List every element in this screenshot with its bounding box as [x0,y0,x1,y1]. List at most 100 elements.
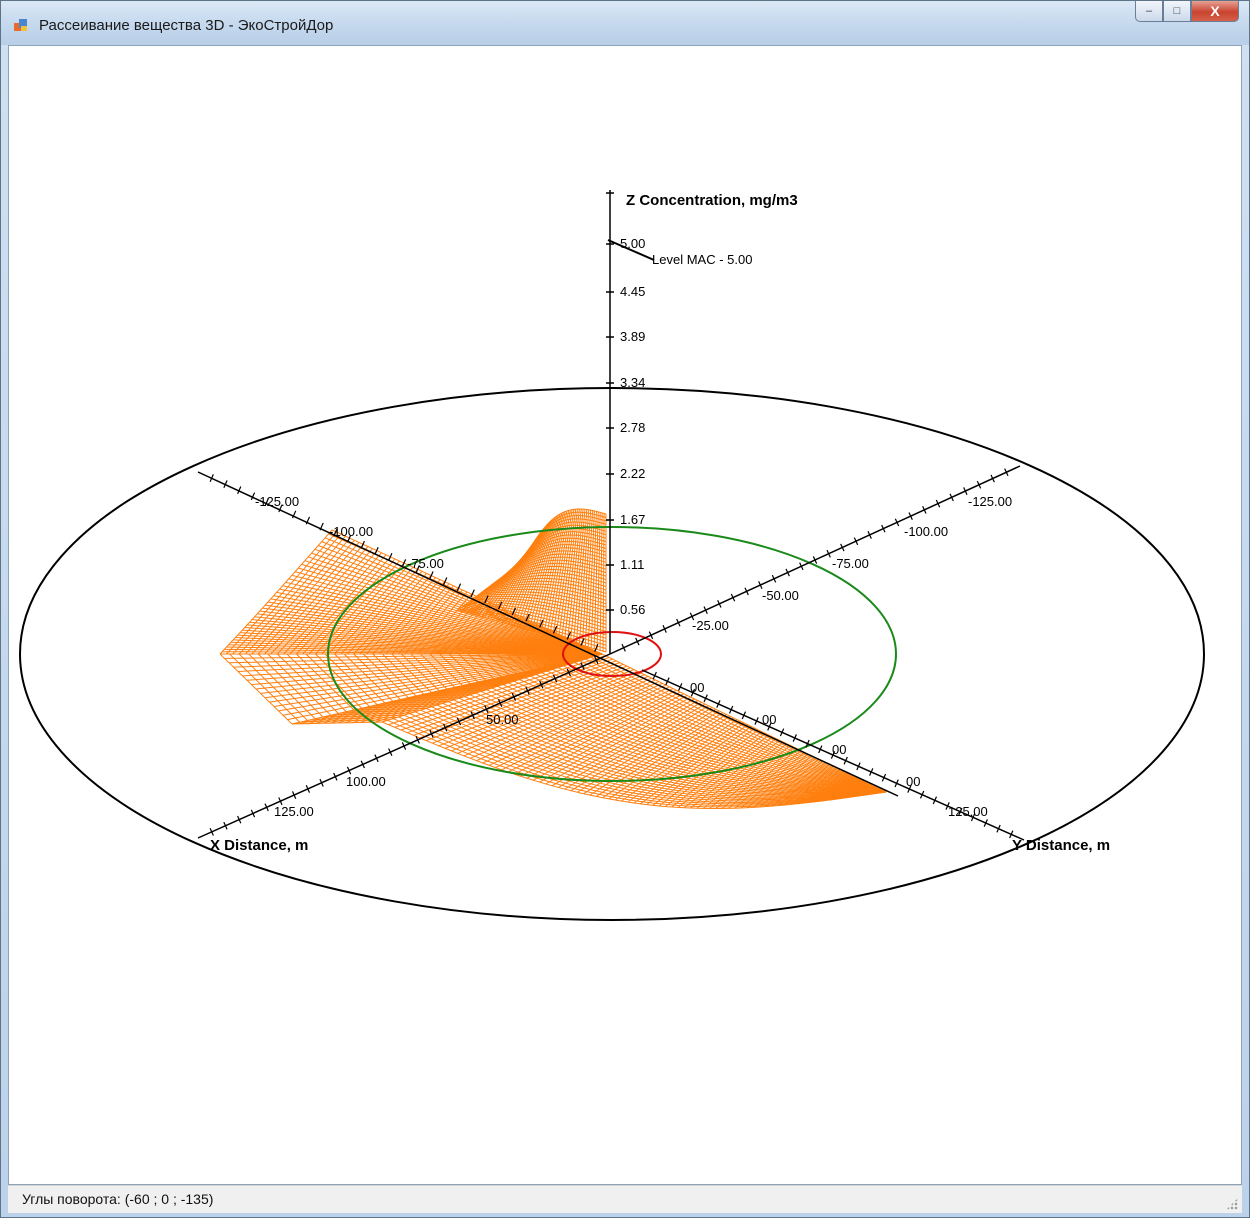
status-bar: Углы поворота: (-60 ; 0 ; -135) [8,1185,1242,1213]
x-tick-label: -75.00 [407,556,444,571]
surface-gridline [791,765,834,805]
surface-gridline [224,653,603,659]
surface-gridline [525,515,558,630]
axis-tick-mark [539,619,544,628]
axis-tick-mark [223,480,228,489]
axis-tick-mark [237,486,242,495]
surface-gridline [255,653,603,690]
y-tick-label: -25.00 [692,618,729,633]
axis-tick-mark [497,699,503,707]
surface-gridline [476,679,656,762]
surface-gridline [520,691,681,777]
surface-gridline [237,634,603,655]
surface-gridline [593,511,599,649]
surface-gridline [646,726,752,806]
axis-tick-mark [1009,830,1014,839]
surface-gridline [684,736,773,809]
surface-gridline [578,509,590,645]
axis-tick-mark [678,683,683,691]
axis-tick-mark [552,674,558,683]
surface-gridline [444,670,638,749]
axis-tick-mark [869,768,874,776]
surface-gridline [570,705,709,792]
surface-gridline [501,686,670,771]
axis-tick-mark [594,656,599,665]
surface-gridline [269,653,603,703]
surface-gridline [828,776,855,801]
minimize-button[interactable]: – [1135,1,1163,22]
surface-gridline [457,674,645,754]
axis-tick-mark [754,717,759,725]
surface-gridline [551,700,699,787]
surface-gridline [247,624,603,655]
close-button[interactable]: X [1191,1,1239,22]
mac-level-line [607,239,655,261]
axis-tick-mark [525,613,530,622]
maximize-button[interactable]: □ [1163,1,1191,22]
axis-tick-mark [648,631,654,640]
z-tick-label: 3.89 [620,329,645,344]
axis-tick-mark [305,516,311,525]
plot-area[interactable]: Z Concentration, mg/m3 Level MAC - 5.00 … [8,45,1242,1185]
surface-gridline [540,511,566,634]
surface-gridline [534,512,563,632]
plot-3d-chart[interactable]: Z Concentration, mg/m3 Level MAC - 5.00 … [9,46,1241,1184]
surface-gridline [564,703,706,790]
axis-tick-mark [566,631,571,640]
surface-gridline [237,653,603,672]
resize-grip-icon[interactable] [1226,1198,1238,1210]
surface-gridline [513,521,551,627]
z-tick-label: 0.56 [620,602,645,617]
surface-gridline [267,601,603,655]
surface-gridline [270,598,603,655]
surface-gridline [608,715,731,800]
surface-gridline [546,510,570,636]
axis-tick-mark [689,612,695,621]
surface-gridline [498,529,543,623]
surface-gridline [721,746,795,809]
surface-gridline [301,563,603,655]
app-icon [14,19,27,31]
surface-gridline [575,509,588,644]
surface-gridline [658,729,759,807]
z-tick-label: 1.67 [620,512,645,527]
axis-tick-mark [792,734,797,742]
axis-tick-mark [932,796,938,805]
surface-left-lower [219,653,603,725]
surface-gridline [432,667,631,744]
surface-gridline [278,653,603,712]
axis-tick-mark [779,728,785,737]
surface-gridline [728,748,798,809]
axis-tick-mark [799,562,804,571]
surface-gridline [262,607,603,655]
surface-gridline [279,588,603,655]
surface-gridline [784,764,830,806]
surface-gridline [394,657,610,728]
axis-tick-mark [741,711,747,720]
surface-gridline [558,509,577,639]
surface-gridline [514,689,677,775]
z-tick-label: 2.22 [620,466,645,481]
axis-tick-mark [360,760,365,769]
axis-tick-mark [758,581,763,589]
axis-tick-mark [840,543,845,552]
surface-left-fan [219,529,603,655]
title-bar[interactable]: Рассеивание вещества 3D - ЭкоСтройДор – … [1,1,1249,45]
axis-tick-mark [676,618,681,627]
axis-tick-mark [716,700,721,708]
surface-gridline [287,653,603,721]
axis-tick-mark [456,583,462,592]
surface-gridline [285,581,603,655]
z-tick-label: 5.00 [620,236,645,251]
z-tick-label: 2.78 [620,420,645,435]
surface-gridline [581,510,592,646]
axis-tick-mark [470,589,475,598]
surface-gridline [537,512,564,633]
surface-gridline [614,717,734,801]
surface-gridline [545,698,695,785]
axis-tick-mark [511,607,517,616]
surface-gridline [765,758,819,807]
surface-gridline [561,508,579,640]
axis-tick-mark [818,745,823,754]
